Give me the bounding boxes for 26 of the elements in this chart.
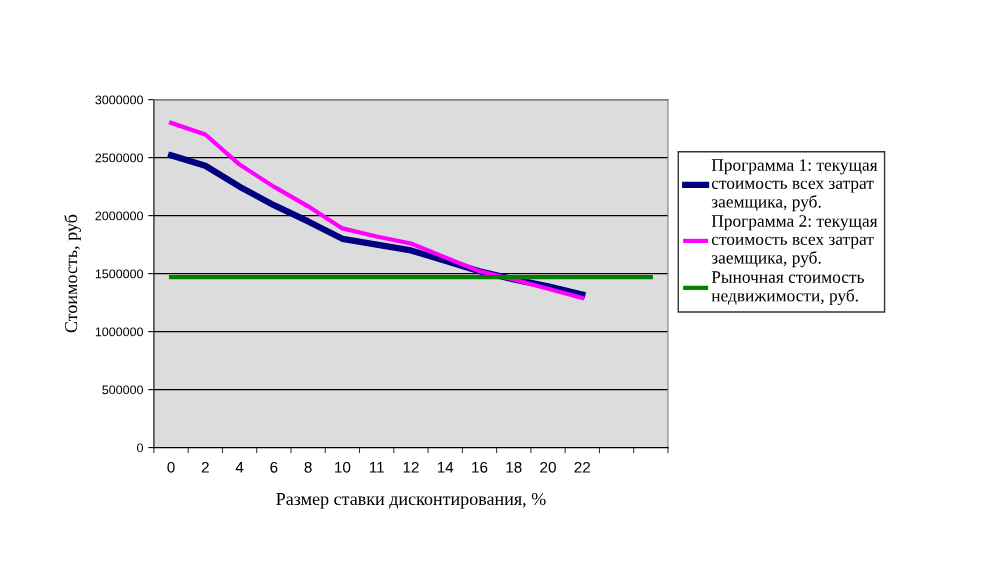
y-tick-label: 0 [137, 443, 144, 453]
legend-label: Рыночная стоимость недвижимости, руб. [711, 271, 864, 306]
y-tick-label: 1000000 [95, 327, 144, 337]
legend-label: Программа 1: текущая стоимость всех затрат заемщика, руб. [711, 159, 878, 212]
line-series [168, 120, 585, 301]
y-tick-label: 1500000 [95, 269, 144, 279]
x-tick-label: 2 [201, 461, 209, 473]
x-tick-label: 14 [437, 462, 454, 473]
y-tick-label: 2000000 [95, 211, 144, 221]
y-tick-label: 2500000 [95, 153, 144, 163]
y-tick-label: 3000000 [95, 95, 144, 105]
y-tick-label: 500000 [102, 385, 144, 395]
x-tick-label: 12 [403, 461, 419, 473]
legend-label: Программа 2: текущая стоимость всех затрат заемщика, руб. [711, 215, 878, 268]
x-tick-label: 10 [335, 461, 351, 473]
x-tick-label: 18 [506, 461, 522, 473]
x-tick-label: 16 [472, 461, 488, 473]
x-tick-label: 4 [235, 462, 244, 473]
x-tick-label: 22 [574, 461, 591, 473]
x-tick-label: 0 [167, 461, 175, 473]
x-tick-label: 20 [540, 461, 556, 473]
x-tick-label: 6 [270, 461, 278, 473]
y-axis-title: Стоимость, руб [64, 214, 81, 333]
x-axis-title: Размер ставки дисконтирования, % [276, 492, 546, 509]
x-tick-label: 8 [304, 461, 312, 473]
x-tick-label: 11 [369, 462, 384, 473]
